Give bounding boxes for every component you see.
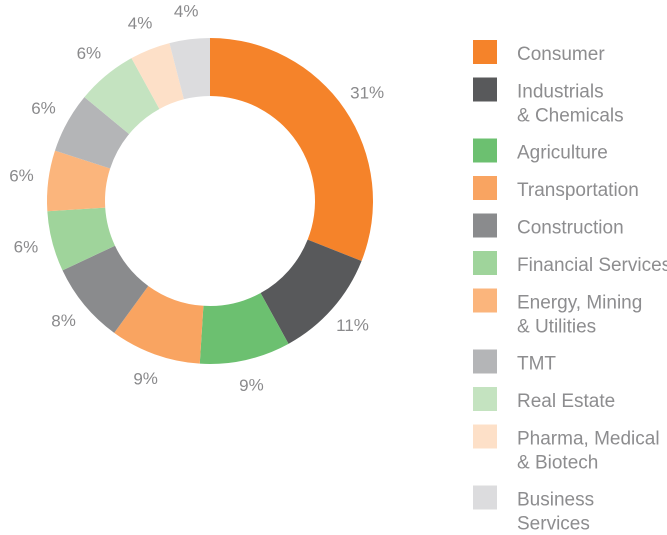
donut-slice <box>260 239 362 344</box>
percent-sign: % <box>369 84 384 103</box>
legend-line: Services <box>517 514 590 535</box>
legend-swatch <box>473 40 497 64</box>
percent-sign: % <box>23 238 38 257</box>
slice-label: 9% <box>239 376 264 395</box>
legend-label: Financial Services <box>517 255 667 276</box>
legend-line: Construction <box>517 218 624 239</box>
donut-slice <box>47 207 115 271</box>
legend-swatch <box>473 251 497 275</box>
legend-line: & Chemicals <box>517 106 624 127</box>
legend-swatch <box>473 138 497 163</box>
legend-line: Pharma, Medical <box>517 429 660 450</box>
legend-swatch <box>473 424 497 449</box>
legend-swatch <box>473 349 497 374</box>
slice-label: 6% <box>9 167 34 186</box>
slice-label: 31% <box>350 84 384 103</box>
legend-swatch <box>473 77 497 102</box>
legend-label: Business Services <box>517 490 594 535</box>
slice-label: 9% <box>133 369 158 388</box>
percent-sign: % <box>41 99 56 118</box>
percent-sign: % <box>19 167 34 186</box>
legend-swatch <box>473 176 497 200</box>
donut-slice <box>54 97 130 169</box>
donut-slice <box>131 43 184 109</box>
percent-sign: % <box>86 44 101 63</box>
legend-label: Industrials & Chemicals <box>517 82 624 127</box>
slice-label: 6% <box>31 99 56 118</box>
legend-label: Construction <box>517 218 624 239</box>
slice-label: 6% <box>14 238 39 257</box>
percent-sign: % <box>137 14 152 33</box>
legend-line: Agriculture <box>517 143 608 164</box>
percent-sign: % <box>354 316 369 335</box>
percent-sign: % <box>183 2 198 21</box>
legend-line: TMT <box>517 354 556 375</box>
percent-sign: % <box>61 312 76 331</box>
donut-slice <box>210 38 373 262</box>
legend-label: Consumer <box>517 44 605 65</box>
legend-line: & Biotech <box>517 453 598 474</box>
slice-label: 8% <box>51 312 76 331</box>
legend-swatch <box>473 485 497 510</box>
slice-label: 6% <box>77 44 102 63</box>
legend-label: Energy, Mining & Utilities <box>517 293 642 338</box>
legend-line: Transportation <box>517 180 639 201</box>
slice-label: 4% <box>174 2 199 21</box>
percent-sign: % <box>143 369 158 388</box>
legend-line: & Utilities <box>517 317 596 338</box>
donut-slice <box>84 58 160 135</box>
slice-label: 11% <box>336 316 369 335</box>
legend-label: Pharma, Medical & Biotech <box>517 429 660 474</box>
legend-swatch <box>473 387 497 411</box>
donut-slice <box>62 245 149 333</box>
legend-swatch <box>473 288 497 313</box>
legend-line: Energy, Mining <box>517 293 642 314</box>
legend-line: Industrials <box>517 82 604 103</box>
donut-slice <box>169 38 210 100</box>
legend-swatch <box>473 213 497 238</box>
slice-label: 4% <box>128 14 153 33</box>
legend-label: Agriculture <box>517 143 608 164</box>
donut-slice <box>114 285 204 364</box>
legend-label: TMT <box>517 354 556 375</box>
legend-label: Real Estate <box>517 391 615 412</box>
donut-slice <box>199 293 289 364</box>
legend-line: Consumer <box>517 44 605 65</box>
legend-label: Transportation <box>517 180 639 201</box>
donut-slice <box>47 150 111 212</box>
legend-line: Real Estate <box>517 391 615 412</box>
percent-sign: % <box>249 376 264 395</box>
legend-line: Financial Services <box>517 255 667 276</box>
legend-line: Business <box>517 490 594 511</box>
